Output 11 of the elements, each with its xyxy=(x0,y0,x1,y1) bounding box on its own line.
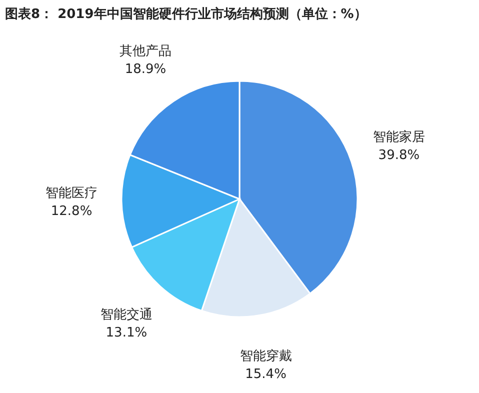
slice-label: 智能交通 xyxy=(100,306,152,322)
chart-title: 图表8： 2019年中国智能硬件行业市场结构预测（单位：%） xyxy=(5,6,367,22)
data-label: 15.4% xyxy=(245,366,286,382)
slice-label: 智能医疗 xyxy=(46,186,98,202)
slice-label: 智能家居 xyxy=(372,129,425,146)
slice-label: 其他产品 xyxy=(120,44,172,59)
data-label: 39.8% xyxy=(378,148,420,164)
data-label: 13.1% xyxy=(106,325,148,340)
slice-label: 智能穿戴 xyxy=(240,348,292,364)
data-label: 12.8% xyxy=(50,204,92,220)
data-label: 18.9% xyxy=(124,62,166,77)
